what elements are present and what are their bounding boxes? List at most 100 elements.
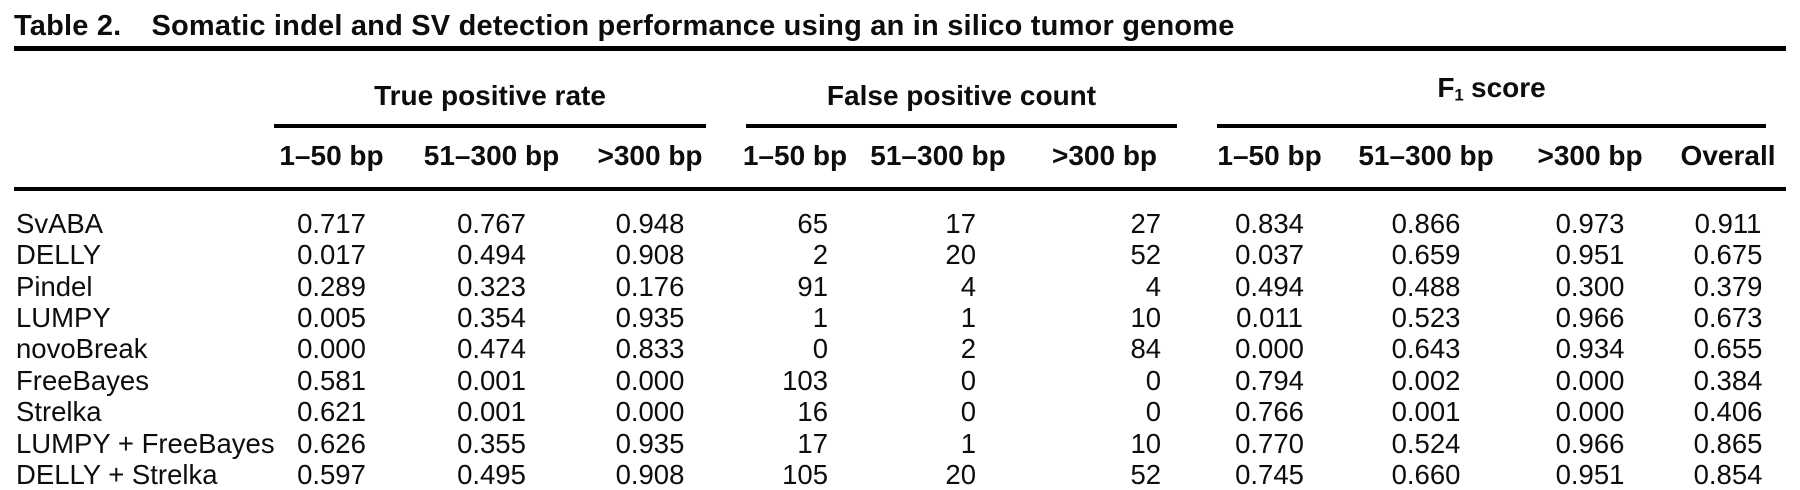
f1-51-300bp-cell: 0.660 [1391,459,1461,490]
sub-header-row: 1–50 bp 51–300 bp >300 bp 1–50 bp 51–300… [14,127,1787,191]
f1-gt300bp-cell: 0.000 [1555,396,1625,428]
tpr-gt300bp-cell: 0.935 [615,427,685,459]
fpc-gt300bp-cell: 0 [1145,364,1162,396]
f1-overall-cell: 0.854 [1693,459,1763,490]
f1-overall-cell: 0.673 [1693,302,1763,334]
table-row: novoBreak 0.000 0.474 0.833 0 2 84 0.000… [14,333,1786,364]
f1-51-300bp-cell: 0.002 [1391,364,1461,396]
f1-1-50bp-cell: 0.000 [1235,333,1304,365]
table-row: LUMPY + FreeBayes 0.626 0.355 0.935 17 1… [14,427,1786,458]
fpc-1-50bp-cell: 105 [782,459,828,490]
f1-51-300bp-cell: 0.488 [1391,270,1461,302]
f1-overall-cell: 0.911 [1694,207,1762,239]
group-label-f1: F1 score [1217,72,1767,128]
fpc-gt300bp-cell: 0 [1145,396,1162,428]
group-label-fpc: False positive count [746,80,1178,128]
fpc-51-300bp-cell: 1 [960,302,976,334]
fpc-51-300bp-cell: 1 [960,427,976,459]
tool-column-blank-header [14,127,254,191]
fpc-gt300bp-cell: 52 [1130,239,1162,271]
tool-name-cell: Strelka [16,396,102,428]
table-body: SvABA 0.717 0.767 0.948 65 17 27 0.834 0… [14,189,1786,490]
column-header-fpc-51-300bp: 51–300 bp [864,127,1012,191]
fpc-gt300bp-cell: 27 [1130,207,1162,239]
f1-1-50bp-cell: 0.011 [1236,302,1303,334]
f1-1-50bp-cell: 0.037 [1235,239,1304,271]
tool-name-cell: Pindel [16,270,93,302]
table-title: Somatic indel and SV detection performan… [151,10,1235,42]
f1-label-word: score [1471,72,1546,103]
f1-51-300bp-cell: 0.866 [1391,207,1461,239]
f1-51-300bp-cell: 0.523 [1391,302,1461,334]
fpc-gt300bp-cell: 10 [1130,302,1162,334]
tpr-51-300bp-cell: 0.495 [457,459,526,490]
f1-overall-cell: 0.379 [1693,270,1763,302]
f1-label-subscript: 1 [1454,85,1464,105]
tpr-1-50bp-cell: 0.289 [297,270,366,302]
fpc-1-50bp-cell: 0 [812,333,828,365]
tool-name-cell: LUMPY + FreeBayes [16,427,275,459]
fpc-51-300bp-cell: 17 [945,207,976,239]
tpr-1-50bp-cell: 0.626 [297,427,366,459]
tool-name-cell: LUMPY [16,302,111,334]
tpr-gt300bp-cell: 0.935 [615,302,685,334]
fpc-51-300bp-cell: 0 [960,396,976,428]
tpr-1-50bp-cell: 0.581 [297,364,366,396]
tpr-51-300bp-cell: 0.001 [457,364,526,396]
f1-51-300bp-cell: 0.524 [1391,427,1461,459]
group-label-tpr: True positive rate [274,80,706,128]
table-row: Strelka 0.621 0.001 0.000 16 0 0 0.766 0… [14,396,1786,427]
column-header-tpr-51-300bp: 51–300 bp [409,127,574,191]
f1-gt300bp-cell: 0.951 [1555,459,1625,490]
tpr-1-50bp-cell: 0.621 [297,396,366,428]
tpr-gt300bp-cell: 0.000 [615,364,685,396]
fpc-51-300bp-cell: 0 [960,364,976,396]
fpc-gt300bp-cell: 4 [1145,270,1162,302]
f1-1-50bp-cell: 0.494 [1235,270,1304,302]
f1-label-letter: F [1437,72,1455,103]
tool-name-cell: novoBreak [16,333,148,365]
f1-gt300bp-cell: 0.966 [1555,427,1625,459]
tpr-1-50bp-cell: 0.717 [297,207,366,239]
table-row: LUMPY 0.005 0.354 0.935 1 1 10 0.011 0.5… [14,302,1786,333]
f1-1-50bp-cell: 0.770 [1235,427,1304,459]
fpc-1-50bp-cell: 16 [797,396,828,428]
fpc-1-50bp-cell: 103 [782,364,828,396]
f1-51-300bp-cell: 0.659 [1391,239,1461,271]
table-number: Table 2. [14,10,122,42]
column-header-f1-51-300bp: 51–300 bp [1342,127,1511,191]
table-row: DELLY 0.017 0.494 0.908 2 20 52 0.037 0.… [14,239,1786,270]
f1-gt300bp-cell: 0.966 [1555,302,1625,334]
table-row: Pindel 0.289 0.323 0.176 91 4 4 0.494 0.… [14,270,1786,301]
tpr-51-300bp-cell: 0.474 [457,333,526,365]
tool-name-cell: FreeBayes [16,364,149,396]
group-header-true-positive-rate: True positive rate [254,51,726,128]
table-row: FreeBayes 0.581 0.001 0.000 103 0 0 0.79… [14,365,1786,396]
f1-overall-cell: 0.865 [1693,427,1763,459]
group-header-f1-score: F1 score [1197,51,1786,128]
tpr-gt300bp-cell: 0.833 [615,333,685,365]
f1-gt300bp-cell: 0.934 [1555,333,1625,365]
fpc-gt300bp-cell: 52 [1130,459,1162,490]
tpr-gt300bp-cell: 0.948 [615,207,685,239]
fpc-gt300bp-cell: 10 [1130,427,1162,459]
fpc-1-50bp-cell: 65 [797,207,828,239]
f1-gt300bp-cell: 0.000 [1555,364,1625,396]
f1-1-50bp-cell: 0.794 [1235,364,1304,396]
table-row: DELLY + Strelka 0.597 0.495 0.908 105 20… [14,459,1786,490]
column-header-overall: Overall [1670,127,1787,191]
group-header-false-positive-count: False positive count [726,51,1197,128]
tpr-gt300bp-cell: 0.000 [615,396,685,428]
tpr-51-300bp-cell: 0.001 [457,396,526,428]
f1-overall-cell: 0.384 [1693,364,1763,396]
tpr-1-50bp-cell: 0.000 [297,333,366,365]
column-header-tpr-gt300bp: >300 bp [574,127,726,191]
f1-gt300bp-cell: 0.300 [1555,270,1625,302]
tpr-51-300bp-cell: 0.354 [457,302,526,334]
f1-gt300bp-cell: 0.973 [1555,207,1625,239]
f1-gt300bp-cell: 0.951 [1555,239,1625,271]
f1-overall-cell: 0.675 [1693,239,1763,271]
fpc-51-300bp-cell: 4 [960,270,976,302]
corner-blank-cell [14,51,254,128]
